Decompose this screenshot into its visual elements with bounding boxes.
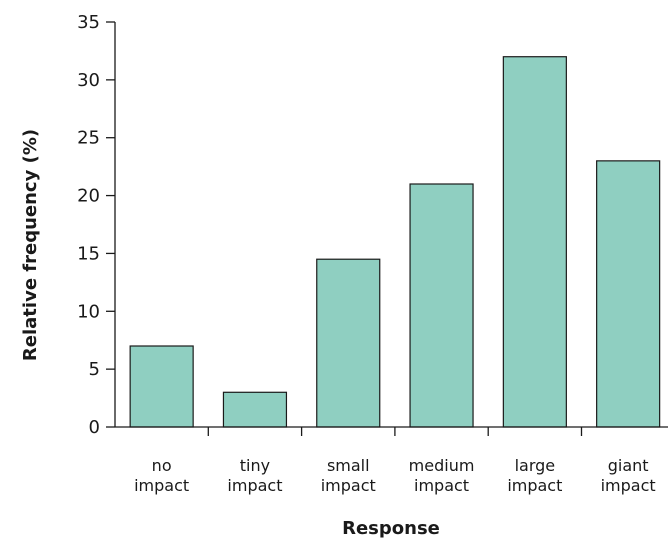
y-ticks-group: 0 5 10 15 20 25 30 35 [77,12,115,438]
x-category-label: small impact [321,456,376,495]
axes-group [114,22,668,428]
x-category-label: no impact [134,456,189,495]
bar [596,160,661,428]
x-axis-title: Response [342,518,440,539]
x-ticks-group [207,427,583,436]
y-axis-title: Relative frequency (%) [20,129,41,361]
y-tick-label: 15 [77,243,100,264]
y-tick-label: 0 [89,417,100,438]
x-category-label: tiny impact [227,456,282,495]
y-tick-label: 10 [77,301,100,322]
bar [222,391,288,428]
x-category-label: giant impact [601,456,656,495]
bar [316,258,381,428]
bar [129,345,194,428]
x-category-labels: no impact tiny impact small impact medium impac… [134,456,656,495]
bar [409,183,474,428]
bars-group [129,56,661,428]
y-tick-label: 30 [77,70,100,91]
bar [502,56,567,428]
y-tick-label: 35 [77,12,100,33]
x-category-label: large impact [507,456,562,495]
y-tick-label: 5 [89,359,100,380]
y-tick-label: 20 [77,186,100,207]
y-tick-label: 25 [77,128,100,149]
x-category-label: medium impact [409,456,475,495]
